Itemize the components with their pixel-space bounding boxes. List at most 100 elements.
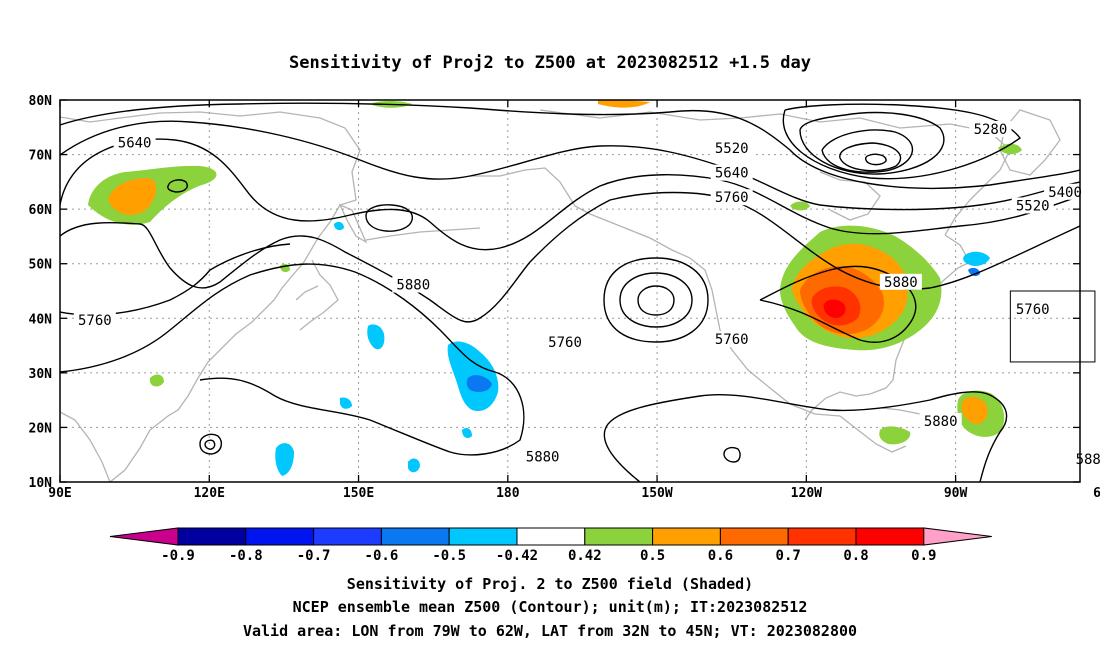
contour-label-3: 5760 bbox=[715, 190, 749, 206]
colorbar-label-10: 0.8 bbox=[843, 548, 868, 564]
colorbar-label-8: 0.6 bbox=[708, 548, 733, 564]
canada-hudson-bay bbox=[819, 171, 881, 221]
colorbar: -0.9 -0.8 -0.7 -0.6 -0.5 -0.42 0.42 0.5 0.6 0.7 0.… bbox=[109, 527, 992, 564]
valid-area-box bbox=[1009, 290, 1096, 363]
contour-label-bg-14 bbox=[521, 448, 564, 465]
contour-5280-ring-3 bbox=[821, 129, 914, 173]
x-tick-label-4: 150W bbox=[641, 486, 672, 501]
colorbar-segment-1 bbox=[177, 527, 247, 546]
chart-title: Sensitivity of Proj2 to Z500 at 20230825… bbox=[289, 53, 811, 73]
contour-label-bg-4 bbox=[969, 121, 1012, 138]
colorbar-segment-9 bbox=[719, 527, 789, 546]
z500-contours bbox=[60, 102, 1080, 482]
contour-label-10: 5760 bbox=[715, 332, 749, 348]
colorbar-label-4: -0.5 bbox=[432, 548, 466, 564]
contour-label-bg-7 bbox=[392, 276, 435, 293]
shading-pacific-negative-2 bbox=[367, 324, 385, 350]
x-tick-label-1: 120E bbox=[194, 486, 225, 501]
map-frame bbox=[59, 99, 1081, 483]
contour-label-12: 5760 bbox=[1016, 302, 1050, 318]
arctic-north-america bbox=[539, 109, 1011, 236]
colorbar-label-9: 0.7 bbox=[776, 548, 801, 564]
shading-newfoundland-negative-core bbox=[968, 267, 980, 277]
contour-label-bg-15 bbox=[1071, 451, 1100, 468]
colorbar-label-7: 0.5 bbox=[640, 548, 665, 564]
y-tick-label-7: 80N bbox=[29, 94, 53, 109]
asia-interior bbox=[60, 411, 111, 482]
contour-label-bg-3 bbox=[710, 189, 753, 206]
contour-5400 bbox=[60, 102, 1080, 189]
colorbar-segment-11 bbox=[855, 527, 925, 546]
contour-label-bg-13 bbox=[919, 412, 962, 429]
contour-label-4: 5280 bbox=[974, 122, 1008, 138]
shading-pacific-negative-3 bbox=[340, 397, 352, 409]
contour-label-bg-6 bbox=[1011, 197, 1054, 214]
contour-label-1: 5520 bbox=[715, 141, 749, 157]
shading-pacific-negative-6 bbox=[462, 428, 472, 438]
contour-low-pacific-ring-2 bbox=[619, 272, 693, 328]
caption-line-1: Sensitivity of Proj. 2 to Z500 field (Sh… bbox=[347, 575, 753, 593]
colorbar-label-5: -0.42 bbox=[496, 548, 538, 564]
colorbar-label-3: -0.6 bbox=[365, 548, 399, 564]
shading-cuba-positive bbox=[879, 426, 911, 445]
shading-arctic-positive-2 bbox=[598, 100, 650, 108]
contour-label-13: 5880 bbox=[924, 414, 958, 430]
aleutians bbox=[365, 227, 481, 241]
x-axis-ticks: 90E 120E 150E 180 150W 120W 90W 60W bbox=[48, 100, 1100, 501]
colorbar-segment-10 bbox=[787, 527, 857, 546]
colorbar-segment-8 bbox=[652, 527, 721, 546]
shading-pacific-negative-core bbox=[466, 375, 492, 392]
central-america bbox=[839, 415, 907, 453]
contour-5280-ring-2 bbox=[799, 111, 945, 175]
contour-label-9: 5760 bbox=[548, 335, 582, 351]
y-tick-label-6: 70N bbox=[29, 149, 53, 164]
contour-label-bg-0 bbox=[113, 134, 156, 151]
contour-5880-inner bbox=[759, 265, 917, 343]
contour-north-pacific-low bbox=[365, 204, 413, 232]
shading-siberia-positive-core bbox=[108, 178, 157, 215]
contour-siberia-loop bbox=[167, 179, 188, 193]
x-tick-label-5: 120W bbox=[791, 486, 822, 501]
y-tick-label-1: 20N bbox=[29, 421, 53, 436]
contour-5640 bbox=[60, 138, 1080, 251]
contour-label-7: 5880 bbox=[396, 278, 430, 294]
shading-us-positive-max bbox=[823, 299, 846, 318]
contour-low-pacific-ring-1 bbox=[603, 257, 709, 343]
contour-labels: 5640 552056405760528054005520588057605760… bbox=[73, 121, 1100, 468]
colorbar-segment-12 bbox=[923, 527, 992, 546]
y-tick-label-4: 50N bbox=[29, 258, 53, 273]
contour-label-bg-11 bbox=[879, 273, 922, 290]
contour-label-8: 5760 bbox=[78, 313, 112, 329]
contour-small-loop-sw-inner bbox=[204, 439, 216, 450]
contour-5880 bbox=[60, 263, 525, 456]
colorbar-label-6: 0.42 bbox=[568, 548, 602, 564]
contour-label-14: 5880 bbox=[526, 449, 560, 465]
colorbar-label-1: -0.8 bbox=[229, 548, 263, 564]
y-tick-label-3: 40N bbox=[29, 312, 53, 327]
colorbar-segment-4 bbox=[380, 527, 450, 546]
japan-coastline bbox=[295, 259, 339, 331]
caption-line-2: NCEP ensemble mean Z500 (Contour); unit(… bbox=[293, 598, 808, 616]
contour-label-bg-12 bbox=[1011, 301, 1054, 318]
shading-arctic-positive-3 bbox=[998, 143, 1022, 155]
y-tick-label-2: 30N bbox=[29, 367, 53, 382]
colorbar-segment-7 bbox=[584, 527, 654, 546]
contour-small-loop-pacific bbox=[723, 446, 741, 463]
contour-label-bg-5 bbox=[1044, 183, 1087, 200]
contour-5280-core bbox=[864, 153, 887, 166]
shading-pacific-negative-4 bbox=[275, 443, 294, 476]
contour-low-pacific-ring-3 bbox=[637, 285, 675, 316]
contour-5880-east bbox=[603, 391, 1008, 482]
contour-label-bg-9 bbox=[544, 333, 587, 350]
y-tick-label-5: 60N bbox=[29, 203, 53, 218]
x-tick-label-6: 90W bbox=[944, 486, 968, 501]
x-tick-label-7: 60W bbox=[1093, 486, 1100, 501]
colorbar-segment-5 bbox=[448, 527, 518, 546]
colorbar-segment-6 bbox=[516, 527, 586, 546]
colorbar-segment-0 bbox=[109, 527, 179, 546]
contour-label-6: 5520 bbox=[1016, 198, 1050, 214]
contour-label-2: 5640 bbox=[715, 166, 749, 182]
contour-label-15: 5880 bbox=[1076, 452, 1100, 468]
gulf-of-mexico-coast bbox=[804, 387, 887, 421]
asia-coastline bbox=[60, 111, 361, 482]
